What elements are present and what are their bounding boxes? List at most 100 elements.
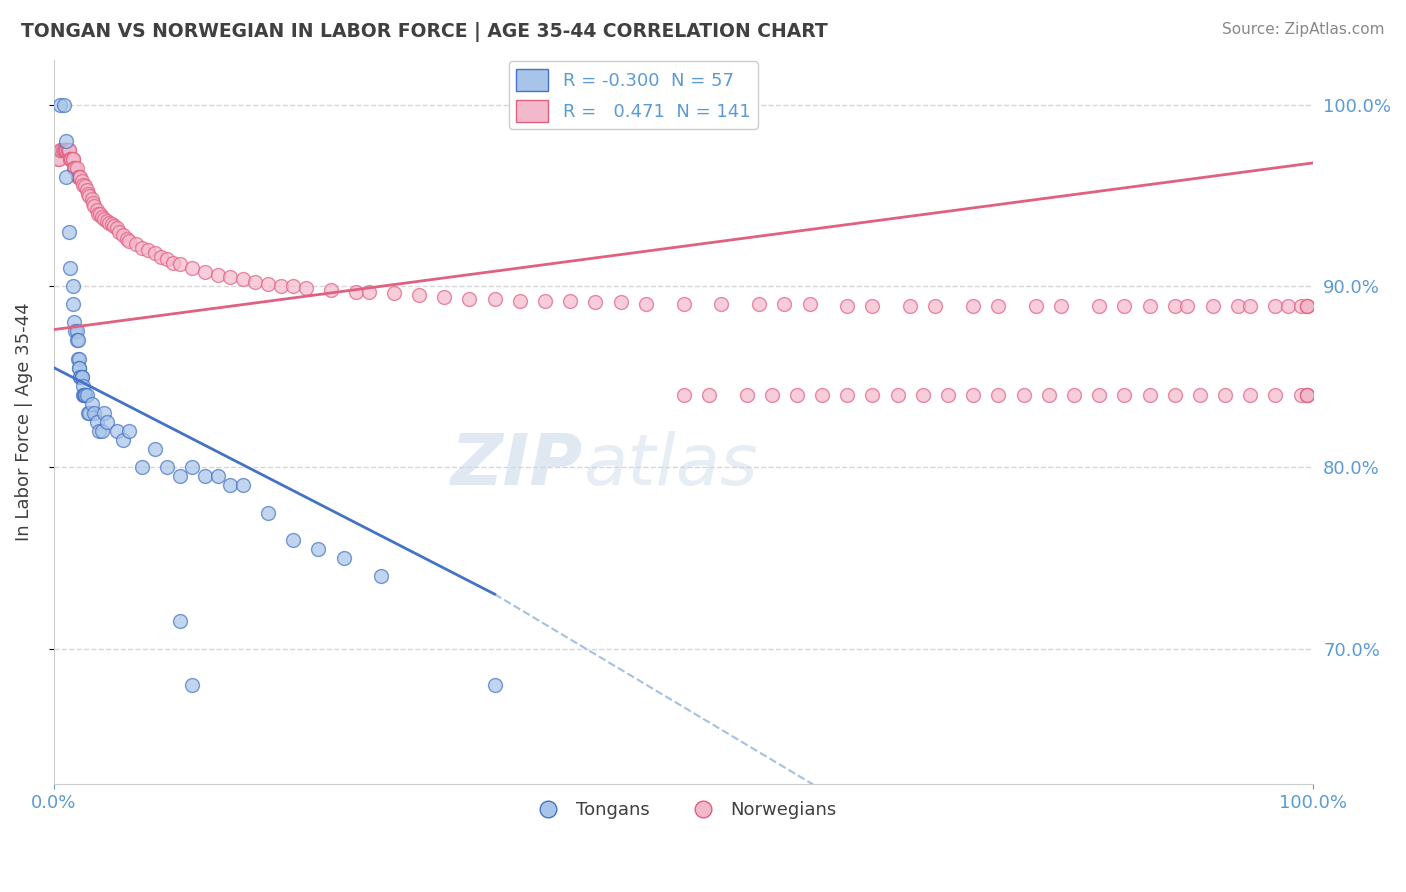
Point [69,369,91,384]
Point [786,388,808,402]
Point [245,276,267,290]
Point [69,170,91,185]
Point [65,325,87,339]
Point [62,297,84,311]
Point [112,228,135,243]
Point [232,272,254,286]
Point [697,388,720,402]
Point [49,143,72,157]
Point [65,161,87,176]
Point [162,255,184,269]
Point [55,170,77,185]
Point [69,369,91,384]
Point [83,199,105,213]
Point [75,179,97,194]
Point [837,299,859,313]
Point [281,533,304,547]
Point [115,232,138,246]
Point [332,550,354,565]
Point [169,469,191,483]
Point [65,334,87,348]
Point [1175,299,1198,313]
Point [886,388,908,402]
Point [1296,388,1319,402]
Point [987,388,1010,402]
Point [66,351,89,366]
Point [93,212,115,227]
Point [811,388,834,402]
Point [62,153,84,167]
Point [62,279,84,293]
Point [70,369,93,384]
Point [1296,388,1319,402]
Point [72,378,94,392]
Point [72,178,94,192]
Point [86,202,108,217]
Point [294,281,316,295]
Point [59,153,82,167]
Point [911,388,934,402]
Point [70,174,93,188]
Point [76,183,98,197]
Point [67,360,90,375]
Point [60,153,83,167]
Point [46,153,69,167]
Point [1239,299,1261,313]
Point [1289,299,1312,313]
Point [307,541,329,556]
Point [181,678,204,692]
Point [156,252,179,266]
Point [55,143,77,157]
Point [1296,299,1319,313]
Point [67,170,90,185]
Point [1050,299,1073,313]
Point [281,279,304,293]
Point [924,299,946,313]
Point [433,290,456,304]
Point [76,186,98,201]
Point [62,153,84,167]
Point [70,369,93,384]
Point [1188,388,1211,402]
Point [408,288,430,302]
Point [60,153,83,167]
Point [1296,299,1319,313]
Point [58,225,80,239]
Point [1226,299,1249,313]
Point [1213,388,1236,402]
Point [72,388,94,402]
Point [1296,388,1319,402]
Point [96,415,118,429]
Point [67,170,90,185]
Point [761,388,783,402]
Point [1038,388,1060,402]
Point [58,143,80,157]
Point [89,424,111,438]
Point [63,315,86,329]
Point [52,143,75,157]
Point [86,415,108,429]
Point [90,211,112,225]
Point [382,286,405,301]
Point [67,360,90,375]
Point [77,406,100,420]
Point [93,406,115,420]
Legend: Tongans, Norwegians: Tongans, Norwegians [523,794,844,826]
Point [672,297,695,311]
Point [105,424,128,438]
Point [1296,299,1319,313]
Text: atlas: atlas [583,431,758,500]
Point [1063,388,1085,402]
Point [987,299,1010,313]
Point [270,279,292,293]
Point [672,388,695,402]
Point [96,214,118,228]
Point [484,292,506,306]
Point [1164,388,1187,402]
Point [73,388,96,402]
Point [89,206,111,220]
Point [56,143,79,157]
Point [90,424,112,438]
Point [77,188,100,202]
Point [55,143,77,157]
